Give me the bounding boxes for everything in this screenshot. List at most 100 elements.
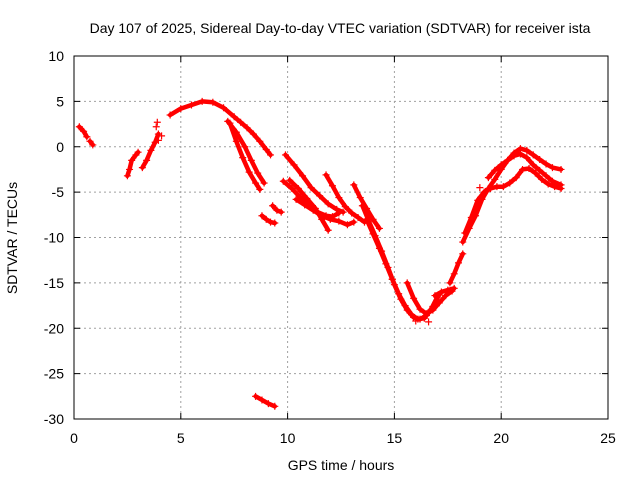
chart-title: Day 107 of 2025, Sidereal Day-to-day VTE… xyxy=(90,20,591,36)
tick-layer: 0 5 10 15 20 25 -30 -25 -20 -15 -10 -5 0 5 10 xyxy=(44,48,616,446)
series-trace-trace-main-mid xyxy=(225,119,267,186)
scatter-marker xyxy=(412,317,420,325)
data-point-marker xyxy=(326,215,334,223)
series-trace-trace-outlier xyxy=(253,394,278,409)
data-point-marker xyxy=(252,392,260,400)
data-point-marker xyxy=(487,184,495,192)
data-point-marker xyxy=(493,183,501,191)
data-point-marker xyxy=(311,204,319,212)
data-point-marker xyxy=(247,156,255,164)
data-point-marker xyxy=(499,183,507,191)
y-tick-label: 0 xyxy=(56,139,64,155)
data-point-marker xyxy=(126,165,134,173)
data-point-marker xyxy=(382,260,390,268)
data-point-marker xyxy=(258,396,266,404)
data-point-marker xyxy=(187,101,195,109)
data-point-marker xyxy=(294,184,302,192)
data-point-marker xyxy=(279,177,287,185)
data-point-marker xyxy=(209,98,217,106)
x-tick-label: 0 xyxy=(70,430,78,446)
series-trace-trace-bottom-b xyxy=(432,286,457,298)
data-point-marker xyxy=(369,230,377,238)
data-point-marker xyxy=(548,177,556,185)
data-point-marker xyxy=(241,143,249,151)
data-point-marker xyxy=(497,161,505,169)
data-point-marker xyxy=(356,194,364,202)
data-point-marker xyxy=(557,165,565,173)
data-point-marker xyxy=(523,146,531,154)
data-point-marker xyxy=(292,195,300,203)
series-trace-trace-main-low xyxy=(227,120,263,192)
data-point-marker xyxy=(531,169,539,177)
data-point-marker xyxy=(286,176,294,184)
data-point-marker xyxy=(525,165,533,173)
data-point-marker xyxy=(358,202,366,210)
data-point-marker xyxy=(403,279,411,287)
scatter-marker xyxy=(153,118,161,126)
scatter-marker xyxy=(158,132,166,140)
y-tick-label: -10 xyxy=(44,230,64,246)
grid-layer xyxy=(74,56,608,419)
scatter-marker xyxy=(388,275,396,283)
data-point-marker xyxy=(544,180,552,188)
scatter-marker xyxy=(152,123,160,131)
x-axis-label: GPS time / hours xyxy=(288,457,395,473)
series-trace-trace-rise-4 xyxy=(486,151,564,188)
data-point-marker xyxy=(134,148,142,156)
data-point-marker xyxy=(318,215,326,223)
y-axis-label: SDTVAR / TECUs xyxy=(4,182,20,294)
data-layer xyxy=(75,97,565,410)
data-point-marker xyxy=(548,164,556,172)
data-point-marker xyxy=(343,221,351,229)
data-point-marker xyxy=(536,155,544,163)
data-point-marker xyxy=(335,217,343,225)
data-point-marker xyxy=(290,161,298,169)
data-point-marker xyxy=(410,294,418,302)
data-point-marker xyxy=(328,182,336,190)
data-point-marker xyxy=(301,201,309,209)
data-point-marker xyxy=(450,284,458,292)
data-point-marker xyxy=(467,214,475,222)
data-point-marker xyxy=(557,181,565,189)
data-point-marker xyxy=(510,152,518,160)
data-point-marker xyxy=(450,270,458,278)
data-point-marker xyxy=(252,179,260,187)
data-point-marker xyxy=(506,179,514,187)
data-point-marker xyxy=(350,218,358,226)
data-point-marker xyxy=(341,203,349,211)
data-point-marker xyxy=(446,279,454,287)
data-point-marker xyxy=(335,209,343,217)
data-point-marker xyxy=(277,208,285,216)
data-point-marker xyxy=(459,250,467,258)
data-point-marker xyxy=(516,150,524,158)
y-tick-label: -15 xyxy=(44,275,64,291)
data-point-marker xyxy=(249,130,257,138)
data-point-marker xyxy=(407,311,415,319)
series-trace-trace-rise-3 xyxy=(462,166,564,236)
data-point-marker xyxy=(363,215,371,223)
data-point-marker xyxy=(504,156,512,164)
data-point-marker xyxy=(303,194,311,202)
data-point-marker xyxy=(429,306,437,314)
data-point-marker xyxy=(256,185,264,193)
data-point-marker xyxy=(123,172,131,180)
x-tick-label: 5 xyxy=(177,430,185,446)
data-point-marker xyxy=(86,137,94,145)
data-point-marker xyxy=(299,172,307,180)
data-point-marker xyxy=(474,196,482,204)
series-trace-trace-mid-1 xyxy=(283,152,346,215)
y-tick-label: -30 xyxy=(44,411,64,427)
data-point-marker xyxy=(232,137,240,145)
data-point-marker xyxy=(529,151,537,159)
x-tick-label: 15 xyxy=(387,430,403,446)
data-point-marker xyxy=(147,146,155,154)
y-tick-label: -20 xyxy=(44,320,64,336)
data-point-marker xyxy=(422,310,430,318)
data-point-marker xyxy=(143,156,151,164)
data-point-marker xyxy=(83,133,91,141)
scatter-marker xyxy=(425,318,433,326)
data-point-marker xyxy=(288,184,296,192)
data-point-marker xyxy=(267,151,275,159)
data-point-marker xyxy=(273,206,281,214)
